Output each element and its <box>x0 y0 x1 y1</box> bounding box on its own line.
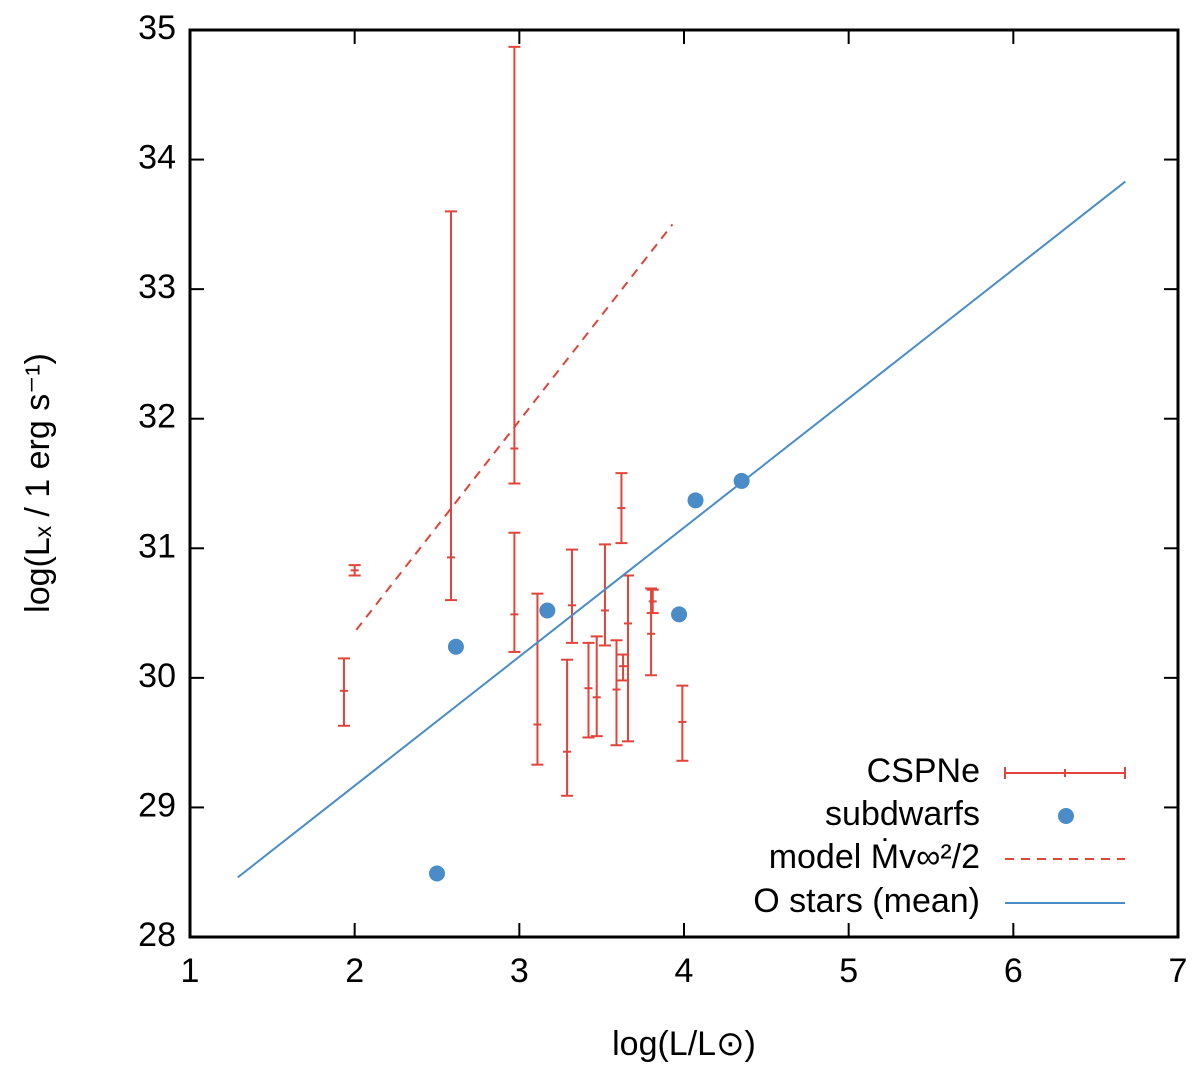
x-tick-label: 6 <box>1004 952 1023 990</box>
error-bar <box>508 531 521 653</box>
x-axis-label: log(L/L⊙) <box>612 1025 756 1063</box>
x-tick-label: 2 <box>345 952 364 990</box>
error-bar <box>508 45 521 485</box>
y-tick-label: 29 <box>138 786 176 824</box>
x-tick-label: 3 <box>510 952 529 990</box>
x-tick-label: 5 <box>839 952 858 990</box>
point <box>447 638 464 655</box>
point <box>687 492 704 509</box>
point <box>539 602 556 619</box>
point <box>429 865 445 882</box>
y-tick-label: 28 <box>138 916 176 954</box>
error-bar <box>582 641 595 739</box>
legend-marker <box>1058 808 1074 824</box>
line <box>237 180 1126 879</box>
y-tick-label: 35 <box>138 9 176 47</box>
legend-label: O stars (mean) <box>753 882 980 920</box>
error-bar <box>676 684 689 762</box>
x-tick-label: 4 <box>675 952 694 990</box>
line <box>355 223 674 631</box>
legend-label: subdwarfs <box>825 795 980 833</box>
plot-frame <box>188 28 1180 939</box>
x-tick-label: 7 <box>1169 952 1188 990</box>
legend-label: CSPNe <box>867 752 980 790</box>
y-tick-label: 31 <box>138 527 176 565</box>
error-bar <box>348 564 361 577</box>
error-bar <box>646 588 659 615</box>
error-bar <box>615 472 628 545</box>
error-bar <box>610 639 623 747</box>
y-tick-label: 33 <box>138 268 176 306</box>
legend-label: model Ṁv∞²/2 <box>769 838 980 876</box>
point <box>671 606 688 623</box>
error-bar <box>566 548 579 644</box>
y-tick-label: 30 <box>138 657 176 695</box>
error-bar <box>531 592 544 766</box>
x-tick-label: 1 <box>181 952 200 990</box>
error-bar <box>598 543 611 647</box>
error-bar <box>444 210 457 602</box>
y-tick-label: 34 <box>138 139 176 177</box>
y-axis-label: log(Lₓ / 1 erg s⁻¹) <box>19 353 57 613</box>
error-bar <box>645 587 658 677</box>
error-bar <box>590 635 603 738</box>
error-bar <box>337 657 350 727</box>
error-bar <box>561 658 574 797</box>
y-tick-label: 32 <box>138 398 176 436</box>
